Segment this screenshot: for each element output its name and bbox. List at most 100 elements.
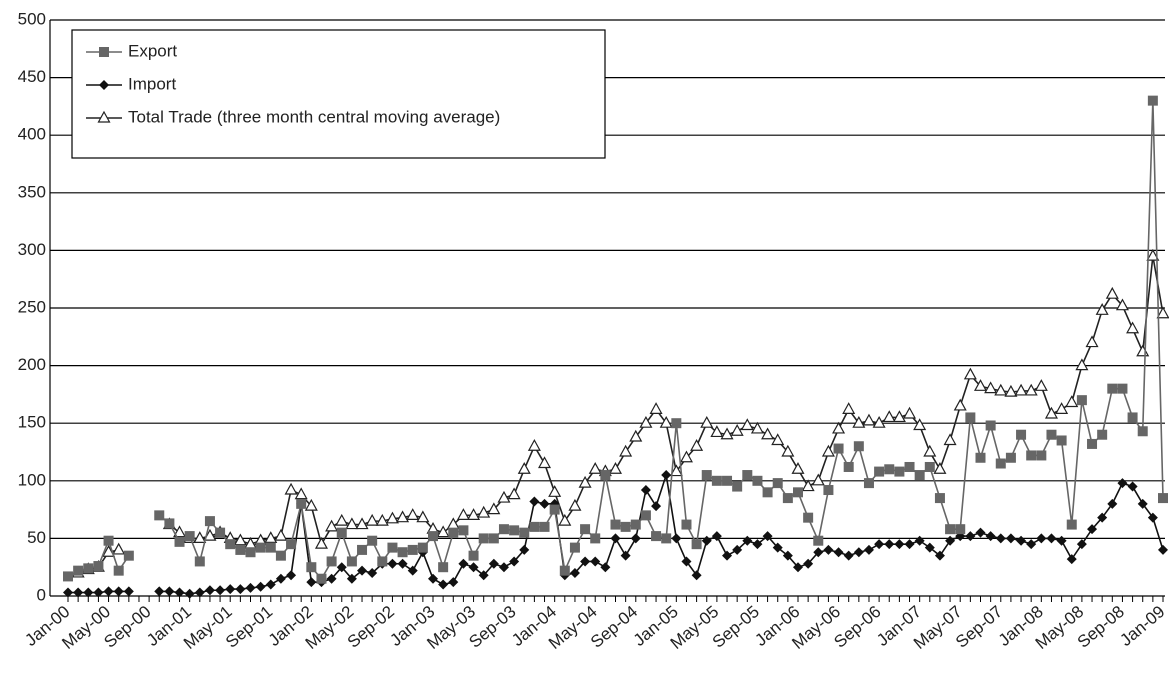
point [517, 462, 531, 474]
point [730, 424, 744, 436]
point [913, 418, 927, 431]
point [245, 582, 256, 593]
point [863, 544, 874, 555]
point [63, 571, 73, 582]
point [801, 479, 815, 492]
point [1158, 544, 1168, 555]
point [651, 501, 662, 512]
point [973, 379, 988, 391]
point [711, 475, 722, 486]
point [1066, 519, 1077, 530]
point [397, 547, 408, 558]
x-tick-label: Jan-09 [1116, 602, 1168, 650]
x-tick-label: Sep-05 [709, 602, 763, 652]
point [1137, 498, 1148, 509]
point [1016, 429, 1027, 440]
point [448, 527, 459, 538]
point [365, 513, 379, 526]
point [874, 466, 885, 477]
point [478, 533, 489, 544]
point [487, 502, 501, 515]
point [93, 587, 104, 598]
point [771, 433, 785, 446]
point [679, 450, 693, 463]
point [924, 542, 935, 553]
point [752, 539, 763, 550]
point [934, 550, 945, 561]
point [1107, 498, 1118, 509]
point [975, 527, 986, 538]
point [417, 542, 428, 553]
point [103, 535, 114, 546]
point [1105, 286, 1119, 299]
point [385, 511, 399, 524]
point [225, 584, 236, 595]
point [103, 586, 114, 597]
point [732, 481, 743, 492]
point [336, 527, 347, 538]
point [923, 444, 937, 457]
point [588, 462, 602, 474]
point [477, 505, 491, 518]
point [884, 464, 895, 475]
point [173, 525, 187, 538]
point [235, 584, 246, 595]
point [640, 485, 651, 496]
point [610, 519, 621, 530]
point [619, 444, 633, 457]
point [1156, 306, 1169, 319]
point [985, 420, 996, 431]
y-tick-label: 450 [18, 67, 46, 86]
point [488, 558, 499, 569]
point [255, 542, 266, 553]
point [204, 516, 215, 527]
point [294, 487, 308, 500]
point [194, 587, 205, 598]
point [701, 470, 712, 481]
point [468, 562, 479, 573]
point [995, 533, 1006, 544]
point [1137, 426, 1148, 437]
point [1026, 539, 1037, 550]
point [640, 510, 651, 521]
point [813, 547, 824, 558]
point [83, 587, 94, 598]
point [639, 415, 653, 428]
point [1056, 535, 1067, 546]
series-line [67, 100, 1164, 581]
point [345, 517, 359, 530]
point [274, 528, 288, 541]
y-tick-label: 250 [18, 297, 46, 316]
point [659, 415, 673, 428]
point [843, 461, 854, 472]
point [1087, 524, 1098, 535]
point [1107, 383, 1118, 394]
y-tick-label: 400 [18, 125, 46, 144]
point [548, 485, 562, 497]
point [843, 550, 854, 561]
point [527, 438, 541, 451]
point [1044, 406, 1058, 419]
point [568, 498, 582, 511]
point [233, 533, 247, 546]
point [1056, 435, 1067, 446]
point [113, 586, 124, 597]
point [326, 556, 337, 567]
point [488, 533, 499, 544]
point [1127, 412, 1138, 423]
point [235, 544, 246, 555]
point [498, 562, 509, 573]
point [93, 561, 104, 572]
point [407, 565, 418, 576]
x-tick-label: Sep-04 [587, 602, 641, 652]
point [903, 406, 917, 419]
point [852, 415, 866, 428]
y-tick-label: 150 [18, 413, 46, 432]
point [406, 508, 420, 520]
point [620, 550, 631, 561]
point [325, 519, 339, 532]
point [955, 524, 966, 535]
point [1046, 533, 1057, 544]
point [456, 508, 470, 520]
point [377, 556, 388, 567]
